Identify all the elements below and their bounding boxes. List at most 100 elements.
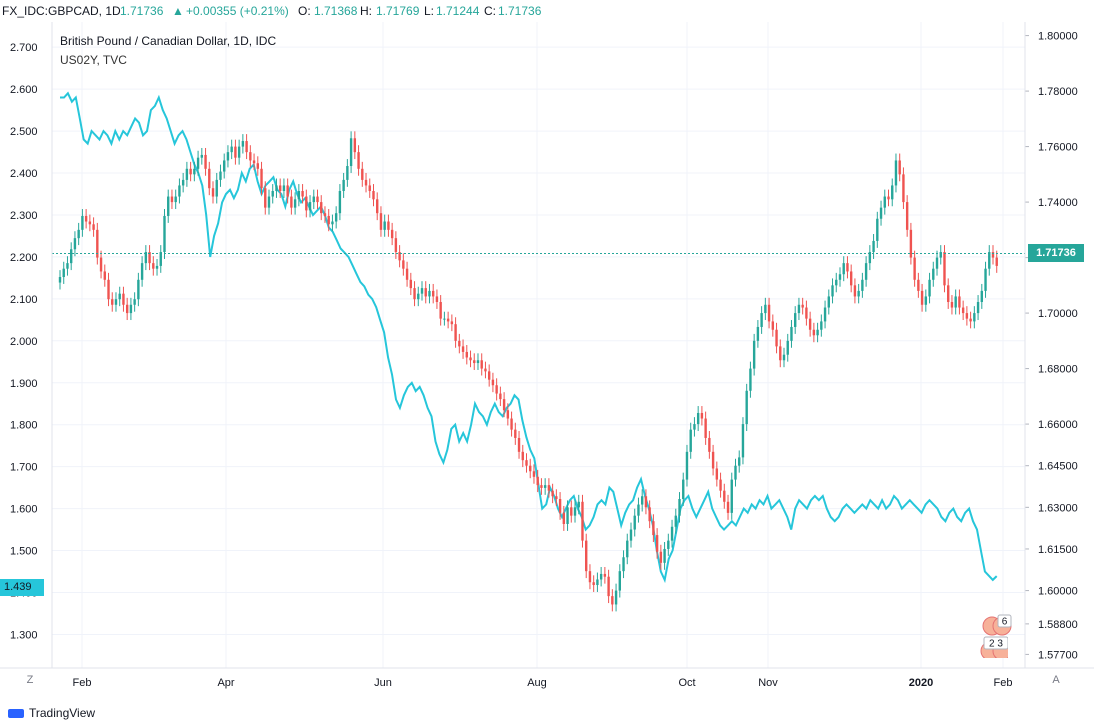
candle-body [622, 557, 625, 572]
candle-body [883, 196, 886, 208]
candle-body [790, 326, 793, 341]
candle-body [439, 301, 442, 319]
badge-count: 2 3 [989, 639, 1003, 650]
candle-body [980, 290, 984, 302]
current-price-tag: 1.71736 [1028, 244, 1084, 262]
left-tick-label: 2.600 [10, 84, 38, 96]
open-value: 1.71368 [314, 4, 358, 18]
time-tick-label: Apr [217, 677, 234, 689]
chart-canvas[interactable]: 1.3001.4001.5001.6001.7001.8001.9002.000… [0, 0, 1094, 698]
candle-series [58, 131, 998, 612]
right-tick-label: 1.61500 [1038, 544, 1078, 556]
event-badge-bottom[interactable]: 2 3 [978, 636, 1008, 658]
candle-body [529, 465, 532, 472]
candle-body [775, 329, 778, 347]
auto-scale-button[interactable]: A [1052, 674, 1060, 686]
candle-body [495, 385, 498, 394]
left-tick-label: 1.900 [10, 378, 38, 390]
candle-body [402, 260, 405, 269]
candle-body [715, 468, 719, 480]
candle-body [704, 418, 707, 438]
candle-body [450, 321, 454, 325]
candle-body [868, 252, 872, 264]
candle-body [357, 152, 360, 169]
time-tick-label: Feb [73, 677, 92, 689]
candle-body [835, 279, 838, 286]
candle-body [857, 290, 860, 297]
candle-body [379, 213, 383, 230]
candle-body [480, 360, 483, 369]
candle-body [540, 485, 543, 488]
candle-body [667, 540, 670, 549]
candle-body [432, 290, 435, 297]
candle-body [514, 429, 517, 438]
open-label: O: [298, 4, 311, 18]
candle-body [125, 304, 129, 314]
candle-body [491, 379, 495, 386]
time-tick-label: Nov [758, 677, 778, 689]
candle-body [189, 168, 192, 175]
candle-body [614, 590, 618, 605]
candle-body [670, 526, 674, 541]
candle-body [334, 213, 338, 222]
candle-body [152, 263, 155, 269]
candle-body [849, 271, 853, 286]
candle-body [133, 299, 136, 305]
candle-body [170, 196, 174, 203]
candle-body [872, 240, 875, 253]
candle-body [484, 368, 487, 372]
candle-body [506, 410, 510, 419]
candle-body [644, 496, 648, 508]
left-price-axis[interactable]: 1.3001.4001.5001.6001.7001.8001.9002.000… [10, 42, 38, 641]
candle-body [525, 460, 528, 466]
candle-body [917, 279, 920, 291]
candle-body [794, 313, 797, 327]
candle-body [909, 229, 913, 258]
low-label: L: [424, 4, 435, 18]
candle-body [808, 318, 812, 330]
symbol-header: FX_IDC:GBPCAD, 1D 1.71736 ▲ +0.00355 (+0… [0, 0, 1094, 22]
candle-body [532, 471, 536, 477]
candle-body [846, 263, 849, 272]
candle-body [682, 479, 685, 500]
candle-body [771, 321, 775, 330]
symbol-label[interactable]: FX_IDC:GBPCAD, 1D [2, 4, 121, 18]
candle-body [947, 285, 950, 302]
candle-body [838, 274, 842, 280]
badge-count-box [983, 636, 1008, 650]
right-tick-label: 1.57700 [1038, 649, 1078, 661]
candle-body [208, 168, 211, 189]
candle-body [577, 501, 580, 508]
candle-body [234, 146, 237, 158]
right-price-axis[interactable]: 1.57700 1.58800 1.60000 1.61500 1.63000 1.645… [1025, 31, 1078, 662]
candle-body [305, 196, 308, 211]
candle-body [965, 313, 969, 319]
main-legend[interactable]: British Pound / Canadian Dollar, 1D, IDC [60, 34, 277, 48]
zoom-left-button[interactable]: Z [26, 674, 34, 686]
candle-body [77, 229, 80, 239]
candle-body [678, 499, 681, 516]
candle-body [398, 252, 401, 261]
candle-body [779, 346, 782, 361]
candle-body [364, 179, 368, 186]
event-badge-top[interactable]: 6 [982, 614, 1012, 636]
overlay-legend[interactable]: US02Y, TVC [60, 53, 127, 67]
time-axis[interactable]: Feb Apr Jun Aug Oct Nov 2020 Feb [73, 677, 1013, 689]
candle-body [719, 479, 722, 491]
candle-body [308, 202, 312, 211]
candle-body [640, 496, 644, 505]
candle-body [58, 277, 62, 283]
candle-body [331, 221, 334, 225]
candle-body [708, 437, 711, 452]
candle-body [894, 160, 898, 186]
candle-body [954, 296, 957, 308]
candle-body [275, 185, 278, 191]
candle-body [685, 451, 689, 480]
candle-body [730, 479, 733, 513]
left-tick-label: 1.800 [10, 420, 38, 432]
candle-body [551, 490, 554, 497]
candle-body [346, 166, 349, 180]
left-tick-label: 1.300 [10, 629, 38, 641]
candle-body [510, 418, 513, 430]
tradingview-logo[interactable]: TradingView [8, 706, 95, 720]
